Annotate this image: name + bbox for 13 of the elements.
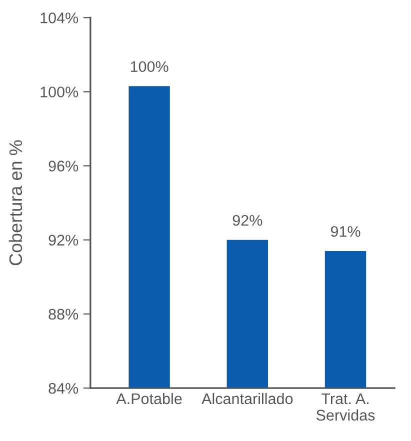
y-tick-label: 104% [40,12,78,24]
y-tick-label: 92% [48,234,78,246]
y-tick-label: 84% [48,382,78,394]
x-tick-label: Alcantarillado [202,392,293,404]
x-tick-label: Trat. A. Servidas [316,394,375,421]
y-tick-label: 100% [40,86,78,98]
x-tick-label: A.Potable [116,392,182,404]
data-label: 92% [232,214,262,226]
y-tick-label: 88% [48,308,78,320]
data-label: 91% [330,226,360,237]
data-label: 100% [130,61,168,72]
y-tick-label: 96% [48,160,78,172]
y-axis-title: Cobertura en % [8,140,22,266]
